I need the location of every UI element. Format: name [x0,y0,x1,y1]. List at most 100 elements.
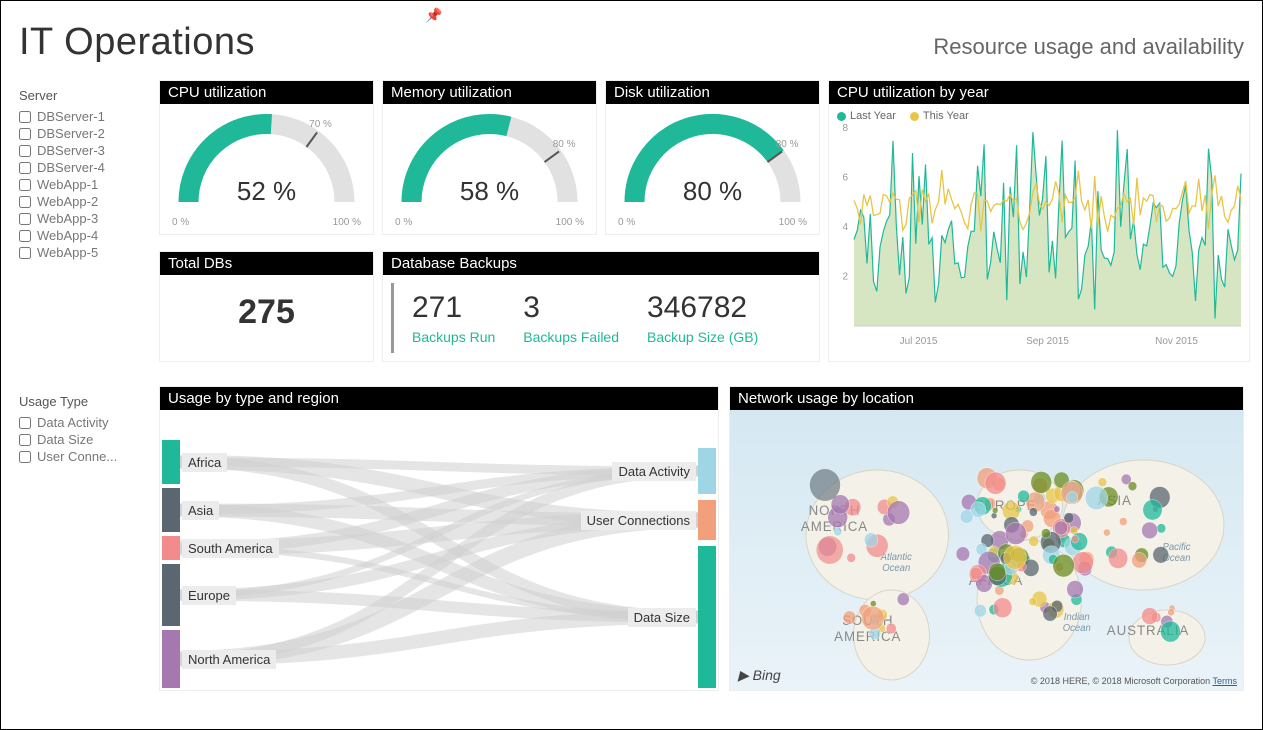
slicer-checkbox[interactable] [19,417,31,429]
slicer-checkbox[interactable] [19,196,31,208]
slicer-checkbox[interactable] [19,230,31,242]
gauge-value: 80 % [606,176,819,207]
slicer-item-label: DBServer-4 [37,160,105,175]
slicer-checkbox[interactable] [19,111,31,123]
sankey-right-node[interactable]: Data Activity [612,448,716,494]
backup-metric: 3 Backups Failed [523,291,619,345]
sankey-left-node[interactable]: North America [162,630,276,688]
backups-title: Database Backups [383,252,819,275]
map-card: Network usage by location NORTHAMERICASO… [729,386,1244,691]
backups-card: Database Backups 271Backups Run3Backups … [382,251,820,362]
svg-text:8: 8 [842,124,848,134]
cpu-by-year-card: CPU utilization by year Last Year This Ye… [828,80,1250,362]
gauge-title: CPU utilization [160,81,373,104]
sankey-node-label: Asia [182,501,219,520]
legend-dot-icon [837,112,846,121]
legend-item[interactable]: Last Year [837,110,896,122]
total-dbs-card: Total DBs 275 [159,251,374,362]
sankey-node-bar [162,488,180,532]
slicer-item-label: DBServer-3 [37,143,105,158]
gauge-min: 0 % [618,217,635,228]
slicer-checkbox[interactable] [19,213,31,225]
page-title: IT Operations [19,21,255,64]
sankey-node-label: North America [182,650,276,669]
slicer-usage-type-title: Usage Type [19,394,149,409]
map-terms-link[interactable]: Terms [1213,676,1238,686]
slicer-item[interactable]: WebApp-4 [19,228,149,243]
slicer-item[interactable]: WebApp-2 [19,194,149,209]
gauge-card: Disk utilization80 %0 %100 %80 % [605,80,820,235]
slicer-checkbox[interactable] [19,162,31,174]
legend-dot-icon [910,112,919,121]
legend-item[interactable]: This Year [910,110,969,122]
slicer-item[interactable]: WebApp-5 [19,245,149,260]
slicer-item[interactable]: Data Size [19,432,149,447]
slicer-item-label: Data Activity [37,415,109,430]
gauge-target: 80 % [553,139,576,150]
slicer-item[interactable]: DBServer-4 [19,160,149,175]
sankey-node-bar [698,500,716,540]
sankey-node-label: User Connections [581,511,696,530]
svg-text:Ocean: Ocean [1063,623,1091,634]
slicer-item-label: WebApp-1 [37,177,98,192]
sankey-left-node[interactable]: South America [162,536,279,560]
slicer-item[interactable]: WebApp-3 [19,211,149,226]
slicer-checkbox[interactable] [19,451,31,463]
gauge-target: 80 % [776,139,799,150]
cpu-by-year-title: CPU utilization by year [829,81,1249,104]
gauge-target: 70 % [309,119,332,130]
svg-text:Jul 2015: Jul 2015 [900,336,938,347]
sankey-card: Usage by type and region Africa Asia South… [159,386,719,691]
gauge-value: 58 % [383,176,596,207]
total-dbs-value: 275 [160,275,373,350]
slicer-item[interactable]: DBServer-2 [19,126,149,141]
map-attribution: © 2018 HERE, © 2018 Microsoft Corporatio… [1031,676,1237,686]
sankey-right-node[interactable]: User Connections [581,500,716,540]
bing-logo: ▶ Bing [738,667,781,684]
map-title: Network usage by location [730,387,1243,410]
slicer-checkbox[interactable] [19,247,31,259]
sankey-node-label: South America [182,539,279,558]
sankey-right-node[interactable]: Data Size [628,546,716,688]
slicer-server: Server DBServer-1DBServer-2DBServer-3DBS… [19,80,149,362]
svg-text:Sep 2015: Sep 2015 [1026,336,1069,347]
sankey-node-bar [162,536,180,560]
sankey-left-node[interactable]: Europe [162,564,236,626]
gauge-max: 100 % [333,217,361,228]
backup-metric: 346782Backup Size (GB) [647,291,758,345]
slicer-item-label: WebApp-5 [37,245,98,260]
svg-text:Indian: Indian [1064,612,1090,623]
gauge-card: Memory utilization58 %0 %100 %80 % [382,80,597,235]
sankey-title: Usage by type and region [160,387,718,410]
sankey-left-node[interactable]: Africa [162,440,227,484]
slicer-checkbox[interactable] [19,145,31,157]
slicer-checkbox[interactable] [19,434,31,446]
backup-value: 3 [523,291,619,325]
total-dbs-title: Total DBs [160,252,373,275]
sankey-node-label: Data Size [628,608,696,627]
slicer-item-label: WebApp-3 [37,211,98,226]
legend-label: This Year [923,110,969,122]
sankey-node-label: Data Activity [612,462,696,481]
slicer-item-label: WebApp-2 [37,194,98,209]
slicer-item-label: DBServer-2 [37,126,105,141]
gauge-card: CPU utilization52 %0 %100 %70 % [159,80,374,235]
gauge-title: Memory utilization [383,81,596,104]
sankey-node-bar [162,564,180,626]
slicer-item[interactable]: DBServer-3 [19,143,149,158]
header: IT Operations Resource usage and availab… [19,21,1244,64]
slicer-item[interactable]: User Conne... [19,449,149,464]
slicer-item[interactable]: Data Activity [19,415,149,430]
pin-icon[interactable]: 📌 [425,7,442,24]
slicer-checkbox[interactable] [19,179,31,191]
sankey-left-node[interactable]: Asia [162,488,219,532]
sankey-node-label: Africa [182,453,227,472]
gauge-min: 0 % [395,217,412,228]
slicer-item[interactable]: WebApp-1 [19,177,149,192]
sankey-node-bar [698,546,716,688]
slicer-checkbox[interactable] [19,128,31,140]
backup-label: Backups Failed [523,329,619,345]
backup-label: Backup Size (GB) [647,329,758,345]
slicer-item[interactable]: DBServer-1 [19,109,149,124]
backup-value: 271 [412,291,495,325]
